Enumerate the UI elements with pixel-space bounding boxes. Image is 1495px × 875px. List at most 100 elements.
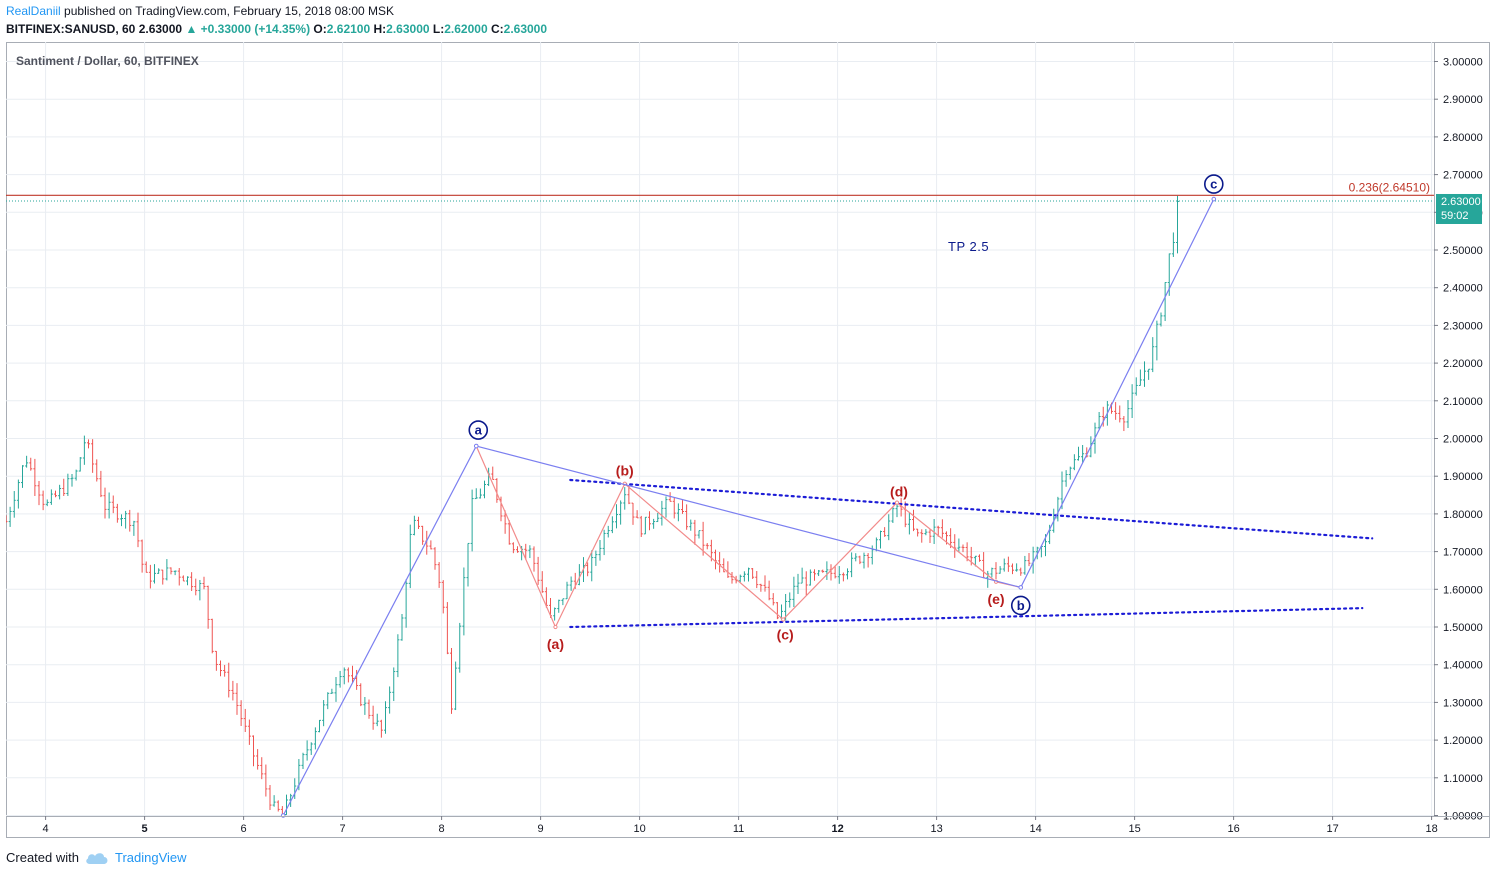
candle (1122, 416, 1126, 432)
candle (623, 487, 627, 510)
candle (759, 583, 763, 592)
candle (1056, 496, 1060, 522)
candle (940, 519, 944, 538)
candle (437, 562, 441, 588)
candle (404, 579, 408, 628)
price-tick-label: 1.70000 (1443, 547, 1483, 559)
candle (169, 567, 173, 575)
publish-info: RealDaniil published on TradingView.com,… (6, 4, 394, 18)
main-wave-point (473, 443, 479, 449)
candle (1006, 556, 1010, 572)
main-wave-path (282, 198, 1215, 816)
candle (260, 757, 264, 780)
candle (676, 503, 680, 522)
candle (384, 701, 387, 734)
time-axis[interactable]: 4 5 6 7 8 9 10 11 12 13 14 15 16 17 18 (6, 816, 1490, 835)
price-axis[interactable]: 1.000001.100001.200001.300001.400001.500… (1434, 42, 1483, 823)
time-tick-label: 6 (241, 823, 247, 835)
candle (210, 618, 214, 654)
open-value: 2.62100 (326, 22, 371, 36)
time-tick-label: 11 (733, 823, 744, 835)
time-tick-label: 4 (43, 823, 49, 835)
tradingview-brand[interactable]: TradingView (114, 850, 187, 865)
candle (91, 439, 95, 473)
candle (804, 571, 808, 596)
low-label: L: (432, 22, 445, 36)
candle (586, 562, 590, 577)
candle (396, 634, 400, 678)
drawings: 0.236(2.64510) (a) (b) (c) (d) (e) a b c TP 2.5 (6, 174, 1434, 818)
close-label: C: (490, 22, 504, 36)
candle (1171, 232, 1175, 257)
symbol-info: BITFINEX:SANUSD, 60 2.63000 ▲ +0.33000 (… (6, 22, 547, 36)
candle (639, 515, 643, 537)
candle (635, 510, 639, 519)
price-tick-label: 2.70000 (1443, 170, 1483, 182)
candle (107, 492, 111, 519)
candle (12, 491, 16, 518)
candle (21, 465, 24, 488)
candle (1118, 405, 1122, 423)
candle (916, 528, 920, 537)
candle (363, 697, 367, 715)
main-wave-label: c (1204, 174, 1224, 194)
candle (808, 569, 812, 586)
chart-area[interactable]: 0.236(2.64510) (a) (b) (c) (d) (e) a b c TP 2.5 1… (4, 42, 1490, 838)
last-price-tag-value: 2.63000 (1441, 196, 1481, 208)
last-price-tag-bg (1436, 193, 1482, 224)
price-tick-label: 3.00000 (1443, 57, 1483, 69)
time-tick-label: 13 (930, 823, 942, 835)
candle (429, 540, 433, 550)
candle (825, 561, 829, 580)
candle (1060, 471, 1064, 510)
time-tick-label: 18 (1425, 823, 1437, 835)
candle (990, 567, 994, 578)
fib-level-label: 0.236(2.64510) (1349, 180, 1430, 194)
author-link[interactable]: RealDaniil (6, 4, 61, 18)
candle (136, 512, 140, 548)
candle (54, 490, 57, 498)
candle (33, 458, 37, 496)
candlestick-chart[interactable]: 0.236(2.64510) (a) (b) (c) (d) (e) a b c TP 2.5 1… (4, 42, 1490, 838)
candle (78, 457, 82, 472)
candle (400, 613, 404, 641)
candle (186, 576, 189, 586)
main-wave-label: a (468, 420, 489, 440)
candle (821, 569, 825, 573)
candle (701, 521, 705, 556)
candle (29, 457, 33, 471)
time-tick-label: 9 (538, 823, 544, 835)
candle (144, 561, 148, 573)
candle (994, 562, 998, 579)
candle (1015, 563, 1019, 572)
candle (561, 598, 565, 606)
candle (866, 553, 870, 568)
wave-label-text: a (475, 423, 483, 438)
candle (1027, 552, 1031, 567)
candle (920, 529, 924, 543)
candle (557, 599, 561, 613)
footer: Created with TradingView (6, 850, 187, 865)
candle (788, 592, 792, 608)
candle (1138, 369, 1142, 386)
symbol-name[interactable]: BITFINEX:SANUSD, 60 (6, 22, 136, 36)
price-tick-label: 2.90000 (1443, 94, 1483, 106)
candle (95, 459, 99, 482)
price-tick-label: 2.00000 (1443, 434, 1483, 446)
price-tick-label: 1.80000 (1443, 509, 1483, 521)
candle (850, 552, 854, 578)
candle (214, 650, 218, 671)
candle (470, 489, 474, 552)
high-value: 2.63000 (386, 22, 430, 36)
candle (594, 550, 598, 566)
candle (998, 566, 1002, 574)
candle (223, 664, 227, 677)
price-tick-label: 2.30000 (1443, 320, 1483, 332)
candle (817, 569, 821, 577)
candle (58, 484, 62, 500)
candle (346, 667, 350, 683)
candle (148, 564, 152, 589)
candle (693, 519, 697, 545)
candle (458, 622, 462, 673)
candle (462, 567, 466, 636)
